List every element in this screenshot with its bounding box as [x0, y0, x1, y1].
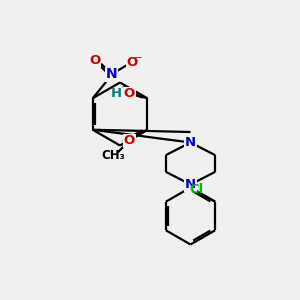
Text: Cl: Cl	[189, 183, 203, 196]
Text: O: O	[124, 134, 135, 147]
Text: H: H	[111, 87, 122, 100]
Text: N: N	[106, 67, 117, 81]
Text: N: N	[185, 178, 196, 191]
Text: −: −	[134, 53, 142, 63]
Text: N: N	[185, 136, 196, 149]
Text: O: O	[89, 54, 100, 67]
Text: CH₃: CH₃	[102, 149, 126, 162]
Text: O: O	[124, 87, 135, 100]
Text: O: O	[126, 56, 138, 69]
